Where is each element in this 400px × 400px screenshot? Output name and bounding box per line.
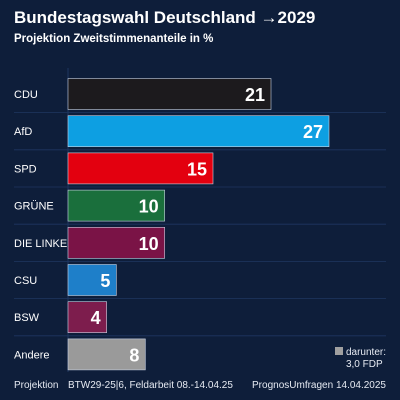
chart-subtitle: Projektion Zweitstimmenanteile in % [14,33,214,45]
bar [67,189,165,222]
value-label: 4 [91,308,101,328]
value-label: 10 [139,234,159,254]
category-label: GRÜNE [14,201,54,213]
chart-title: Bundestagswahl Deutschland →2029 [14,8,316,27]
bar [67,338,146,371]
category-label: AfD [14,126,32,138]
annotation-swatch [334,347,343,355]
bar [67,78,272,110]
bar [67,152,214,185]
bar [67,227,165,259]
footer-right: PrognosUmfragen 14.04.2025 [252,380,386,391]
value-label: 8 [129,345,139,365]
value-label: 21 [245,85,265,105]
category-label: CDU [14,89,38,101]
category-label: SPD [14,163,37,175]
bar [67,264,117,296]
category-label: CSU [14,275,37,287]
value-label: 27 [303,122,323,142]
footer-left: Projektion [14,380,59,391]
bar [67,301,107,334]
category-label: DIE LINKE [14,238,67,250]
annotation-note: darunter: 3,0 FDP [334,347,386,371]
category-label: Andere [14,349,49,361]
footer-middle: BTW29-25|6, Feldarbeit 08.-14.04.25 [68,380,233,391]
annotation-line1: darunter: [345,347,386,358]
bar [67,115,330,147]
value-label: 10 [139,197,159,217]
value-label: 15 [187,159,207,179]
annotation-line2: 3,0 FDP [345,359,383,370]
value-label: 5 [100,271,110,291]
category-label: BSW [14,312,40,324]
